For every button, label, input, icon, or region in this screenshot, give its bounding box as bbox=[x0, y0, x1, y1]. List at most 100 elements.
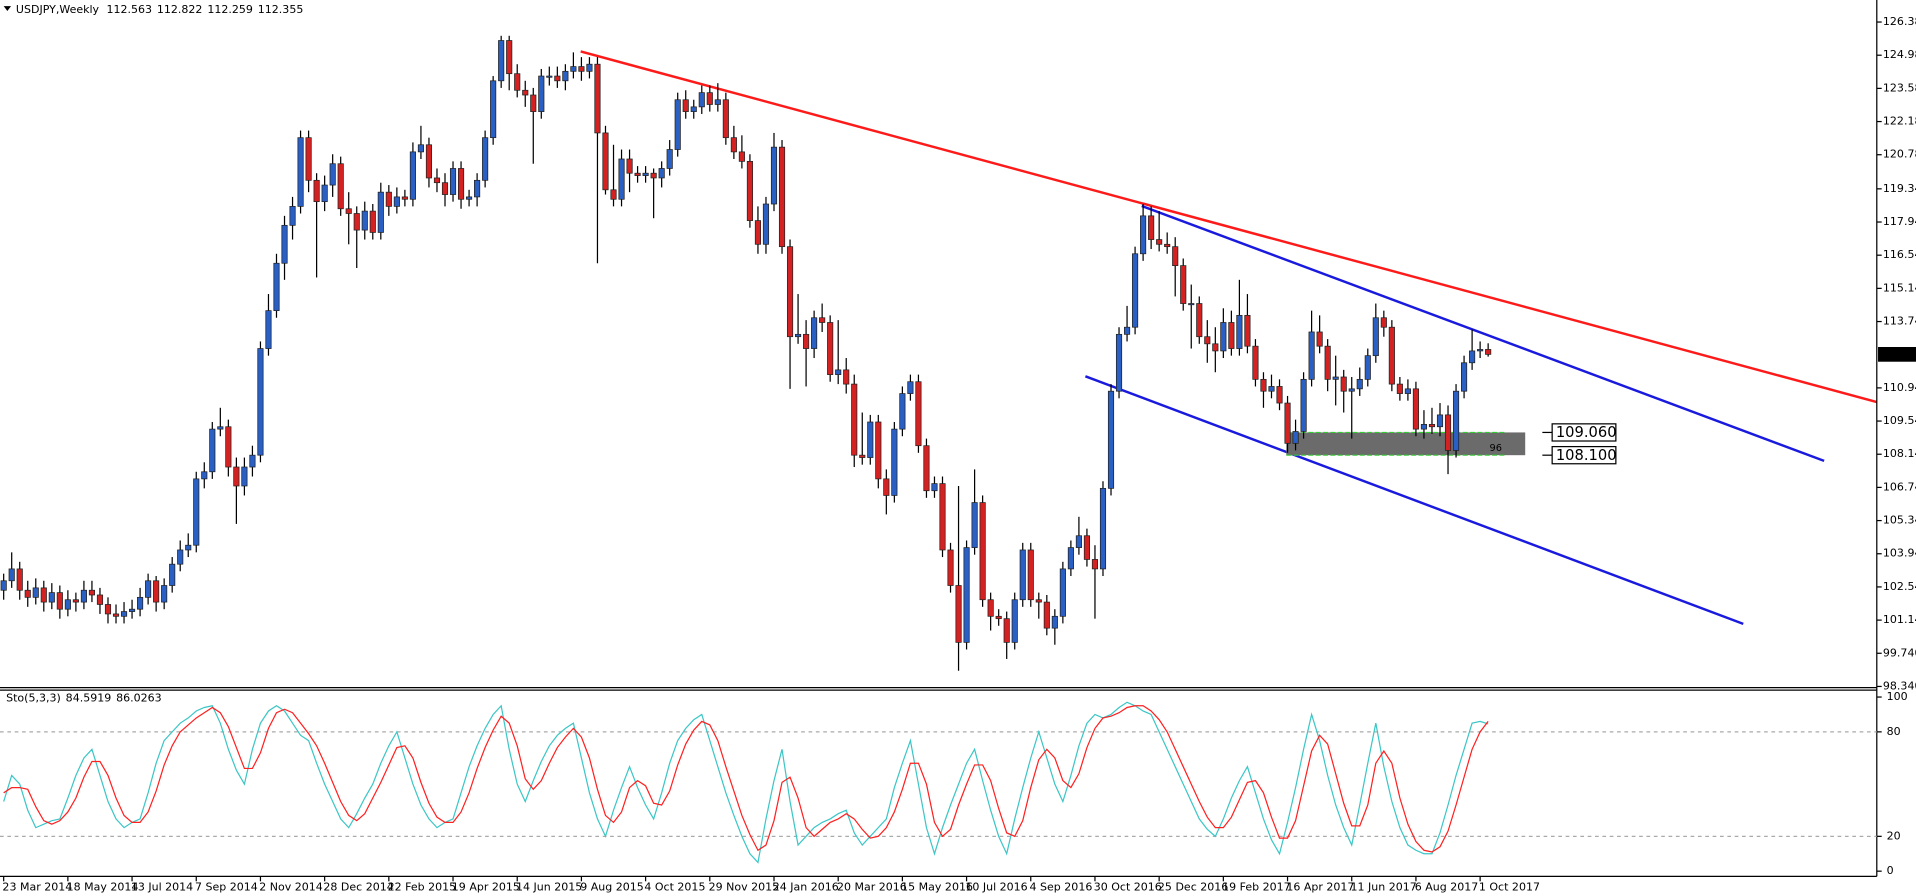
x-tick-label: 4 Oct 2015 bbox=[644, 880, 705, 893]
x-tick-label: 23 Mar 2014 bbox=[2, 880, 72, 893]
candle-body bbox=[24, 589, 31, 598]
candle-body bbox=[786, 246, 794, 338]
candle-body bbox=[1043, 601, 1050, 629]
price-panel: 96 bbox=[580, 50, 1878, 626]
candle-body bbox=[634, 172, 641, 176]
candle-body bbox=[16, 568, 23, 591]
candle-body bbox=[482, 137, 489, 181]
candle-body bbox=[40, 587, 47, 603]
candle-body bbox=[1107, 390, 1115, 489]
candle-body bbox=[650, 172, 657, 179]
level-label: 108.100 bbox=[1556, 447, 1617, 464]
candle-body bbox=[225, 426, 232, 468]
candle-body bbox=[843, 369, 850, 385]
candle-body bbox=[1276, 386, 1283, 404]
candle-body bbox=[827, 322, 834, 375]
candle-body bbox=[1180, 265, 1187, 304]
candle-body bbox=[610, 189, 617, 200]
x-tick-label: 28 Dec 2014 bbox=[323, 880, 393, 893]
y-tick-label: 105.340 bbox=[1883, 514, 1916, 527]
candle-body bbox=[1332, 376, 1339, 380]
level-box bbox=[1551, 423, 1617, 442]
candle-body bbox=[1140, 215, 1147, 255]
y-tick-label: 117.940 bbox=[1883, 215, 1916, 228]
candle-body bbox=[1340, 376, 1347, 392]
y-tick-label: 120.780 bbox=[1883, 148, 1916, 161]
k-value: 84.5919 bbox=[66, 692, 112, 705]
x-tick-label: 24 Jan 2016 bbox=[773, 880, 839, 893]
candle-body bbox=[899, 393, 906, 430]
y-tick-label: 126.380 bbox=[1883, 15, 1916, 28]
candle-body bbox=[441, 182, 449, 195]
candle-body bbox=[770, 146, 778, 205]
candle-body bbox=[859, 454, 866, 458]
candle-body bbox=[875, 421, 882, 480]
x-tick-label: 22 Feb 2015 bbox=[388, 880, 457, 893]
candle-body bbox=[201, 471, 208, 480]
high-value: 112.822 bbox=[157, 3, 203, 16]
candle-body bbox=[1452, 390, 1460, 451]
candle-body bbox=[851, 383, 858, 456]
chart-title: USDJPY,Weekly 112.563 112.822 112.259 112.35… bbox=[16, 3, 303, 16]
candle-body bbox=[1027, 549, 1034, 601]
y-tick-label: 0 bbox=[1887, 864, 1894, 877]
candle-body bbox=[1260, 378, 1267, 392]
candle-body bbox=[377, 191, 384, 233]
candle-body bbox=[1428, 424, 1436, 428]
candle-body bbox=[514, 73, 521, 91]
candle-body bbox=[217, 426, 224, 430]
trend-line-red bbox=[580, 50, 1878, 404]
candle-body bbox=[1300, 378, 1307, 432]
candle-body bbox=[1011, 599, 1018, 643]
x-tick-label: 14 Jun 2015 bbox=[516, 880, 582, 893]
price-tag bbox=[1878, 347, 1916, 362]
candle-body bbox=[466, 196, 473, 200]
candle-body bbox=[706, 92, 713, 105]
x-tick-label: 7 Sep 2014 bbox=[195, 880, 258, 893]
candle-body bbox=[947, 549, 954, 586]
x-tick-label: 10 Jul 2016 bbox=[965, 880, 1027, 893]
candle-body bbox=[345, 208, 352, 214]
candle-body bbox=[449, 168, 457, 195]
candle-body bbox=[433, 177, 441, 184]
candle-body bbox=[409, 151, 416, 200]
candle-body bbox=[1244, 315, 1251, 347]
candle-body bbox=[361, 210, 368, 231]
candle-body bbox=[353, 213, 360, 231]
x-tick-label: 16 Apr 2017 bbox=[1286, 880, 1354, 893]
candle-body bbox=[602, 132, 609, 191]
candle-body bbox=[1268, 386, 1275, 392]
candle-body bbox=[931, 483, 938, 492]
candle-body bbox=[96, 594, 104, 605]
candle-body bbox=[1164, 243, 1171, 248]
candle-body bbox=[883, 478, 890, 496]
candle-body bbox=[1075, 535, 1082, 548]
candle-body bbox=[1132, 253, 1139, 328]
level-label: 109.060 bbox=[1556, 424, 1617, 441]
candle-body bbox=[1469, 350, 1476, 364]
y-tick-label: 113.740 bbox=[1883, 315, 1916, 328]
candle-body bbox=[1348, 388, 1355, 392]
menu-triangle[interactable] bbox=[3, 6, 12, 12]
candle-body bbox=[1388, 326, 1395, 385]
candle-body bbox=[88, 589, 96, 596]
candle-body bbox=[1067, 547, 1074, 570]
channel-upper bbox=[1141, 204, 1825, 463]
candle-body bbox=[979, 502, 986, 601]
candle-body bbox=[1324, 345, 1331, 380]
candle-body bbox=[714, 99, 721, 105]
symbol: USDJPY,Weekly bbox=[16, 3, 100, 16]
y-tick-label: 98.340 bbox=[1883, 679, 1916, 692]
candle-body bbox=[738, 151, 745, 162]
x-tick-label: 1 Oct 2017 bbox=[1479, 880, 1540, 893]
candle-body bbox=[762, 203, 770, 245]
open-value: 112.563 bbox=[106, 3, 152, 16]
candle-body bbox=[128, 608, 136, 612]
y-tick-label: 100 bbox=[1887, 690, 1908, 703]
x-tick-label: 9 Aug 2015 bbox=[580, 880, 644, 893]
candle-body bbox=[1420, 424, 1428, 430]
x-tick-label: 11 Jun 2017 bbox=[1351, 880, 1417, 893]
candle-body bbox=[1477, 349, 1484, 352]
